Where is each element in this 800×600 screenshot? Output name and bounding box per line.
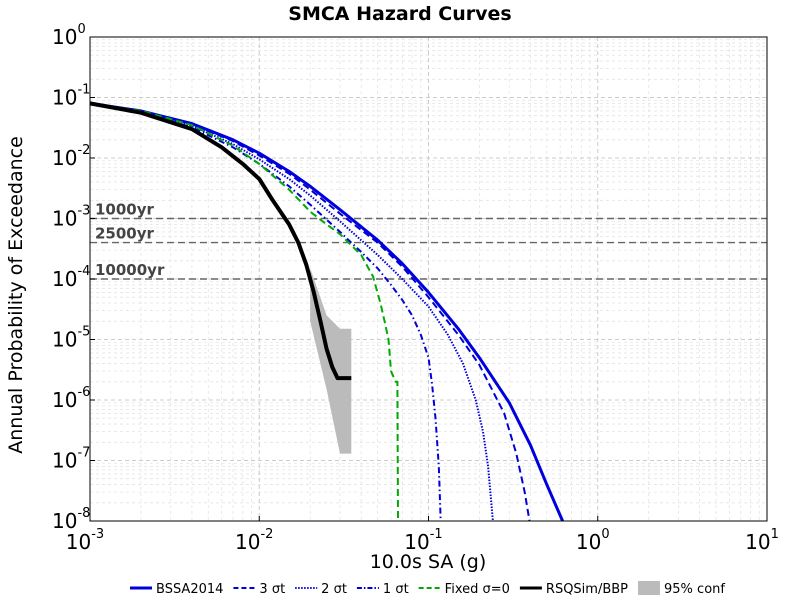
y-tick-label: 10-3	[52, 204, 90, 231]
chart-title: SMCA Hazard Curves	[288, 3, 511, 25]
legend: BSSA2014 3 σt 2 σt 1 σt Fixed σ=0 RSQSim/BBP 9…	[130, 581, 725, 597]
series-line	[89, 101, 352, 381]
series-line	[89, 102, 494, 522]
x-axis-label: 10.0s SA (g)	[370, 551, 487, 573]
return-period-lines: 1000yr 2500yr 10000yr	[90, 201, 767, 280]
series-line	[89, 102, 442, 522]
return-period-label: 2500yr	[95, 225, 155, 243]
legend-label: 2 σt	[321, 582, 347, 597]
legend-label: Fixed σ=0	[445, 582, 510, 597]
series-line	[89, 102, 531, 522]
legend-swatch	[638, 581, 661, 595]
y-tick-label: 10-8	[52, 506, 90, 533]
return-period-label: 10000yr	[95, 261, 165, 279]
legend-label: 95% conf	[664, 582, 725, 597]
legend-label: BSSA2014	[156, 582, 223, 597]
return-period-label: 1000yr	[95, 201, 155, 219]
legend-label: RSQSim/BBP	[546, 582, 628, 597]
plot-area	[89, 101, 564, 522]
legend-label: 1 σt	[383, 582, 409, 597]
series-line	[89, 102, 399, 522]
legend-label: 3 σt	[259, 582, 285, 597]
x-axis-ticks: 10-3 10-2 10-1 100 101	[66, 516, 779, 554]
series-line	[89, 101, 564, 522]
y-axis-label: Annual Probability of Exceedance	[5, 136, 27, 454]
